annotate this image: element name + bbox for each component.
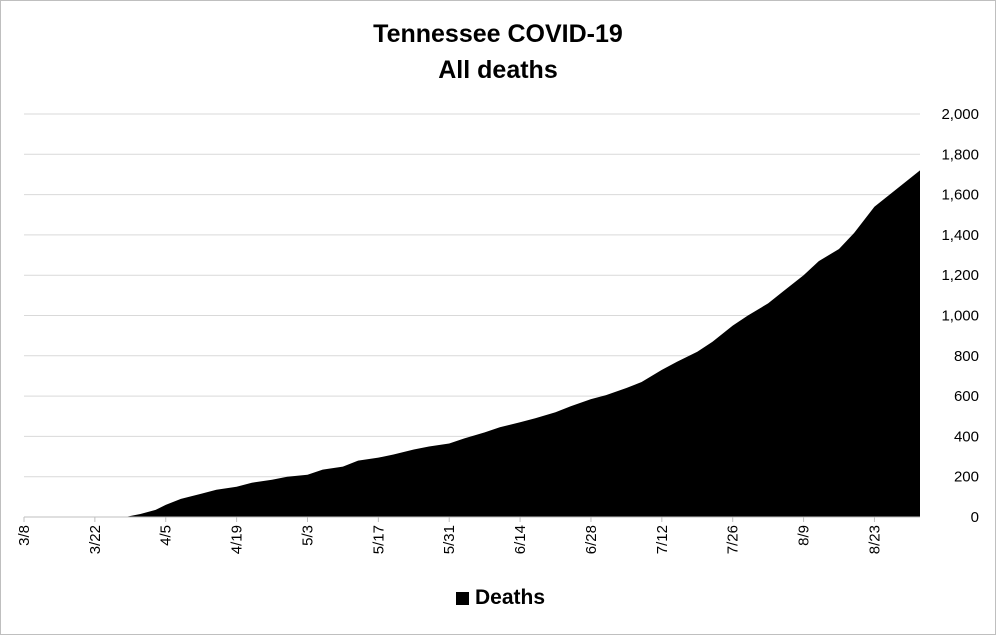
y-tick-label: 1,200 [941,267,979,284]
x-tick-label: 5/31 [441,525,458,554]
x-tick-label: 7/26 [725,525,742,554]
legend-swatch-deaths [456,591,469,605]
chart-title: Tennessee COVID-19 [373,20,623,48]
x-tick-label: 6/28 [583,525,600,554]
x-tick-label: 4/5 [158,525,175,546]
x-tick-label: 7/12 [654,525,671,554]
y-tick-label: 0 [971,509,979,526]
x-tick-label: 3/22 [87,525,104,554]
chart-subtitle: All deaths [438,56,558,84]
legend-label-deaths: Deaths [475,586,546,609]
x-tick-label: 8/9 [796,525,813,546]
x-tick-label: 5/3 [299,525,316,546]
y-tick-label: 1,000 [941,308,979,325]
x-tick-label: 4/19 [229,525,246,554]
series-area-deaths [24,170,920,517]
x-tick-label: 6/14 [512,525,529,554]
legend: Deaths [456,586,545,610]
y-tick-label: 600 [954,388,979,405]
y-tick-label: 200 [954,469,979,486]
y-tick-label: 1,400 [941,227,979,244]
x-tick-label: 8/23 [866,525,883,554]
y-tick-label: 800 [954,348,979,365]
x-tick-label: 5/17 [370,525,387,554]
y-tick-label: 2,000 [941,106,979,123]
x-tick-label: 3/8 [16,525,33,546]
y-tick-label: 1,800 [941,146,979,163]
y-tick-label: 1,600 [941,187,979,204]
y-tick-label: 400 [954,428,979,445]
